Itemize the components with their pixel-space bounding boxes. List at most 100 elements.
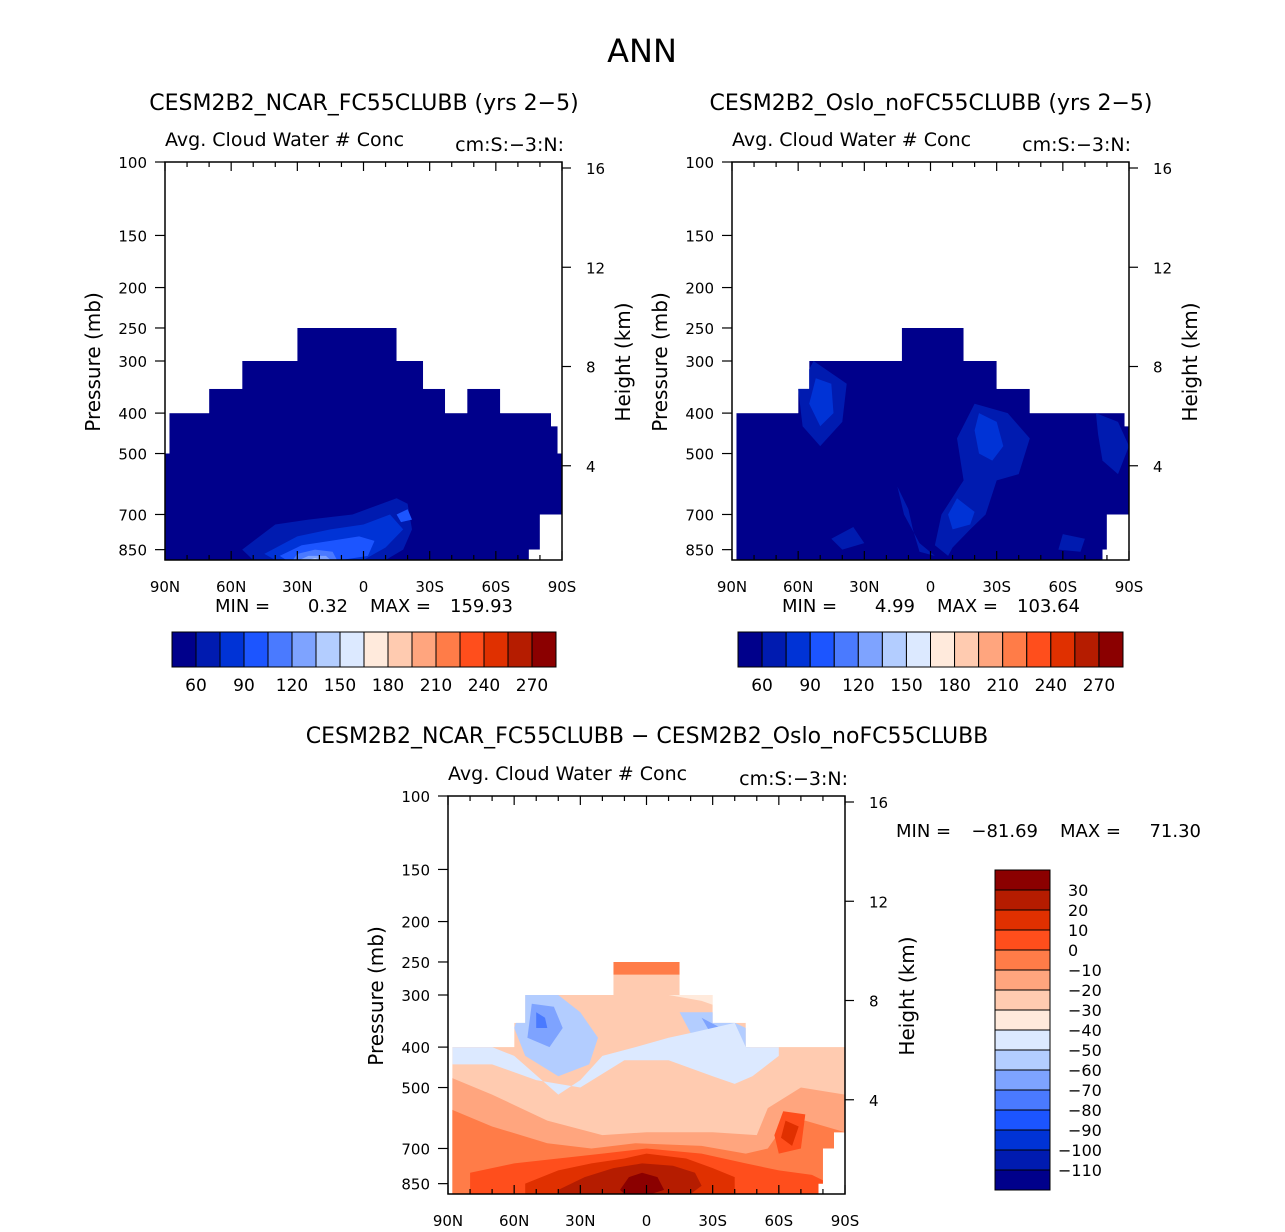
panel-ncar-cbar-box-6 bbox=[315, 631, 341, 668]
panel-oslo-variable: Avg. Cloud Water # Conc bbox=[732, 129, 971, 151]
panel-ncar-ptick-label-2: 200 bbox=[118, 280, 147, 298]
panel-diff-cbar-label-11: −80 bbox=[1068, 1101, 1102, 1120]
panel-diff-cbar-label-1: 20 bbox=[1068, 901, 1088, 920]
panel-oslo-max-value: 103.64 bbox=[1017, 596, 1080, 617]
panel-ncar-cbar-box-3 bbox=[243, 631, 269, 668]
panel-diff-cbar-box-11 bbox=[994, 1089, 1051, 1111]
panel-ncar-cbar-box-2 bbox=[219, 631, 245, 668]
panel-diff-ptick-label-7: 700 bbox=[401, 1140, 430, 1158]
panel-oslo: CESM2B2_Oslo_noFC55CLUBB (yrs 2−5) Avg. … bbox=[648, 91, 1202, 696]
panel-ncar-contour-4 bbox=[299, 555, 331, 560]
panel-ncar-cbar-box-10 bbox=[411, 631, 437, 668]
panel-ncar-xtick-label-0: 90N bbox=[150, 578, 180, 596]
panel-diff-xtick-label-0: 90N bbox=[433, 1212, 463, 1230]
panel-diff-cbar-box-13 bbox=[994, 1129, 1051, 1151]
panel-ncar-xtick-label-2: 30N bbox=[282, 578, 312, 596]
panel-diff-cbar-box-7 bbox=[994, 1009, 1051, 1031]
panel-oslo-min-label: MIN = bbox=[782, 596, 837, 617]
panel-oslo-contour-3 bbox=[974, 413, 1004, 461]
panel-ncar-cbar-box-13 bbox=[483, 631, 509, 668]
panel-oslo-xtick-label-1: 60N bbox=[783, 578, 813, 596]
panel-ncar-contour-6 bbox=[396, 509, 412, 523]
panel-oslo-contour-4 bbox=[948, 498, 975, 530]
panel-oslo-cbar-box-1 bbox=[761, 631, 787, 668]
panel-oslo-ptick-label-7: 700 bbox=[685, 506, 714, 524]
panel-ncar-title: CESM2B2_NCAR_FC55CLUBB (yrs 2−5) bbox=[149, 91, 578, 116]
panel-ncar-xtick-label-1: 60N bbox=[216, 578, 246, 596]
panel-diff-cbar-label-10: −70 bbox=[1068, 1081, 1102, 1100]
panel-diff-cbar-box-3 bbox=[994, 929, 1051, 951]
panel-oslo-cbar-box-2 bbox=[785, 631, 811, 668]
panel-oslo-cbar-box-0 bbox=[737, 631, 763, 668]
panel-diff-field bbox=[452, 962, 845, 1194]
panel-diff-band-6 bbox=[620, 1172, 665, 1194]
panel-diff: CESM2B2_NCAR_FC55CLUBB − CESM2B2_Oslo_no… bbox=[306, 724, 1201, 1230]
panel-diff-cbar-label-8: −50 bbox=[1068, 1041, 1102, 1060]
panel-oslo-cbar-box-4 bbox=[833, 631, 859, 668]
panel-oslo-contour-6 bbox=[831, 527, 865, 550]
panel-oslo-cbar-label-7: 270 bbox=[1083, 676, 1115, 696]
panel-diff-cbar-label-0: 30 bbox=[1068, 881, 1088, 900]
panel-ncar-ptick-label-6: 500 bbox=[118, 446, 147, 464]
panel-ncar-max-label: MAX = bbox=[370, 596, 431, 617]
panel-oslo-ptick-label-2: 200 bbox=[685, 280, 714, 298]
panel-ncar-ztick-label-2: 8 bbox=[586, 359, 596, 377]
panel-ncar-variable: Avg. Cloud Water # Conc bbox=[165, 129, 404, 151]
panel-oslo-ztick-label-0: 16 bbox=[1153, 160, 1172, 178]
panel-ncar-cbar-box-11 bbox=[435, 631, 461, 668]
panel-ncar-ztick-label-0: 16 bbox=[586, 160, 605, 178]
panel-oslo-ptick-label-8: 850 bbox=[685, 542, 714, 560]
panel-diff-ptick-label-3: 250 bbox=[401, 954, 430, 972]
panel-ncar-cbar-box-1 bbox=[195, 631, 221, 668]
panel-ncar-field bbox=[165, 328, 562, 560]
panel-ncar-cbar-label-6: 240 bbox=[468, 676, 500, 696]
panel-diff-ztick-label-1: 12 bbox=[869, 893, 888, 911]
panel-oslo-cbar-box-6 bbox=[881, 631, 907, 668]
panel-ncar-cbar-box-9 bbox=[387, 631, 413, 668]
panel-diff-xtick-label-6: 90S bbox=[831, 1212, 860, 1230]
panel-diff-ptick-label-1: 150 bbox=[401, 861, 430, 879]
panel-diff-cbar-label-4: −10 bbox=[1068, 961, 1102, 980]
panel-diff-cbar-box-0 bbox=[994, 869, 1051, 891]
panel-diff-cbar-box-4 bbox=[994, 949, 1051, 971]
panel-diff-cbar-box-2 bbox=[994, 909, 1051, 931]
panel-diff-ptick-label-5: 400 bbox=[401, 1039, 430, 1057]
panel-diff-cbar-label-14: −110 bbox=[1058, 1161, 1102, 1180]
panel-diff-ptick-label-6: 500 bbox=[401, 1080, 430, 1098]
panel-ncar-cbar-label-7: 270 bbox=[516, 676, 548, 696]
panel-oslo-contour-1 bbox=[809, 378, 834, 427]
panel-ncar-xtick-label-4: 30S bbox=[415, 578, 444, 596]
panel-diff-ptick-label-4: 300 bbox=[401, 987, 430, 1005]
panel-ncar-ptick-label-0: 100 bbox=[118, 154, 147, 172]
panel-ncar-xtick-label-5: 60S bbox=[482, 578, 511, 596]
panel-oslo-cbar-box-5 bbox=[857, 631, 883, 668]
panel-oslo-title: CESM2B2_Oslo_noFC55CLUBB (yrs 2−5) bbox=[710, 91, 1153, 116]
panel-diff-xtick-label-3: 0 bbox=[642, 1212, 652, 1230]
panel-ncar-max-value: 159.93 bbox=[450, 596, 513, 617]
panel-diff-cbar-label-3: 0 bbox=[1068, 941, 1078, 960]
panel-oslo-ylabel: Pressure (mb) bbox=[648, 292, 672, 432]
panel-oslo-cbar-box-7 bbox=[905, 631, 931, 668]
panel-ncar-cbar-label-2: 120 bbox=[276, 676, 308, 696]
panel-ncar-cbar-box-8 bbox=[363, 631, 389, 668]
panel-diff-max-label: MAX = bbox=[1060, 821, 1121, 842]
panel-oslo-cbar-box-13 bbox=[1050, 631, 1076, 668]
panel-oslo-xtick-label-2: 30N bbox=[849, 578, 879, 596]
panel-ncar-min-value: 0.32 bbox=[308, 596, 348, 617]
panel-diff-cbar-label-7: −40 bbox=[1068, 1021, 1102, 1040]
panel-oslo-ztick-label-2: 8 bbox=[1153, 359, 1163, 377]
panel-ncar-cbar-box-0 bbox=[171, 631, 197, 668]
panel-diff-cbar-box-9 bbox=[994, 1049, 1051, 1071]
panel-ncar-cbar-label-1: 90 bbox=[233, 676, 255, 696]
panel-diff-ztick-label-3: 4 bbox=[869, 1092, 879, 1110]
panel-diff-xtick-label-5: 60S bbox=[765, 1212, 794, 1230]
panel-diff-cbar-box-1 bbox=[994, 889, 1051, 911]
panel-diff-ztick-label-0: 16 bbox=[869, 794, 888, 812]
panel-oslo-cbar-box-14 bbox=[1074, 631, 1100, 668]
panel-diff-cbar-box-6 bbox=[994, 989, 1051, 1011]
panel-ncar-cbar-box-12 bbox=[459, 631, 485, 668]
panel-oslo-cbar-label-3: 150 bbox=[890, 676, 922, 696]
panel-ncar-xtick-label-6: 90S bbox=[548, 578, 577, 596]
panel-diff-xtick-label-4: 30S bbox=[698, 1212, 727, 1230]
panel-diff-variable: Avg. Cloud Water # Conc bbox=[448, 763, 687, 785]
